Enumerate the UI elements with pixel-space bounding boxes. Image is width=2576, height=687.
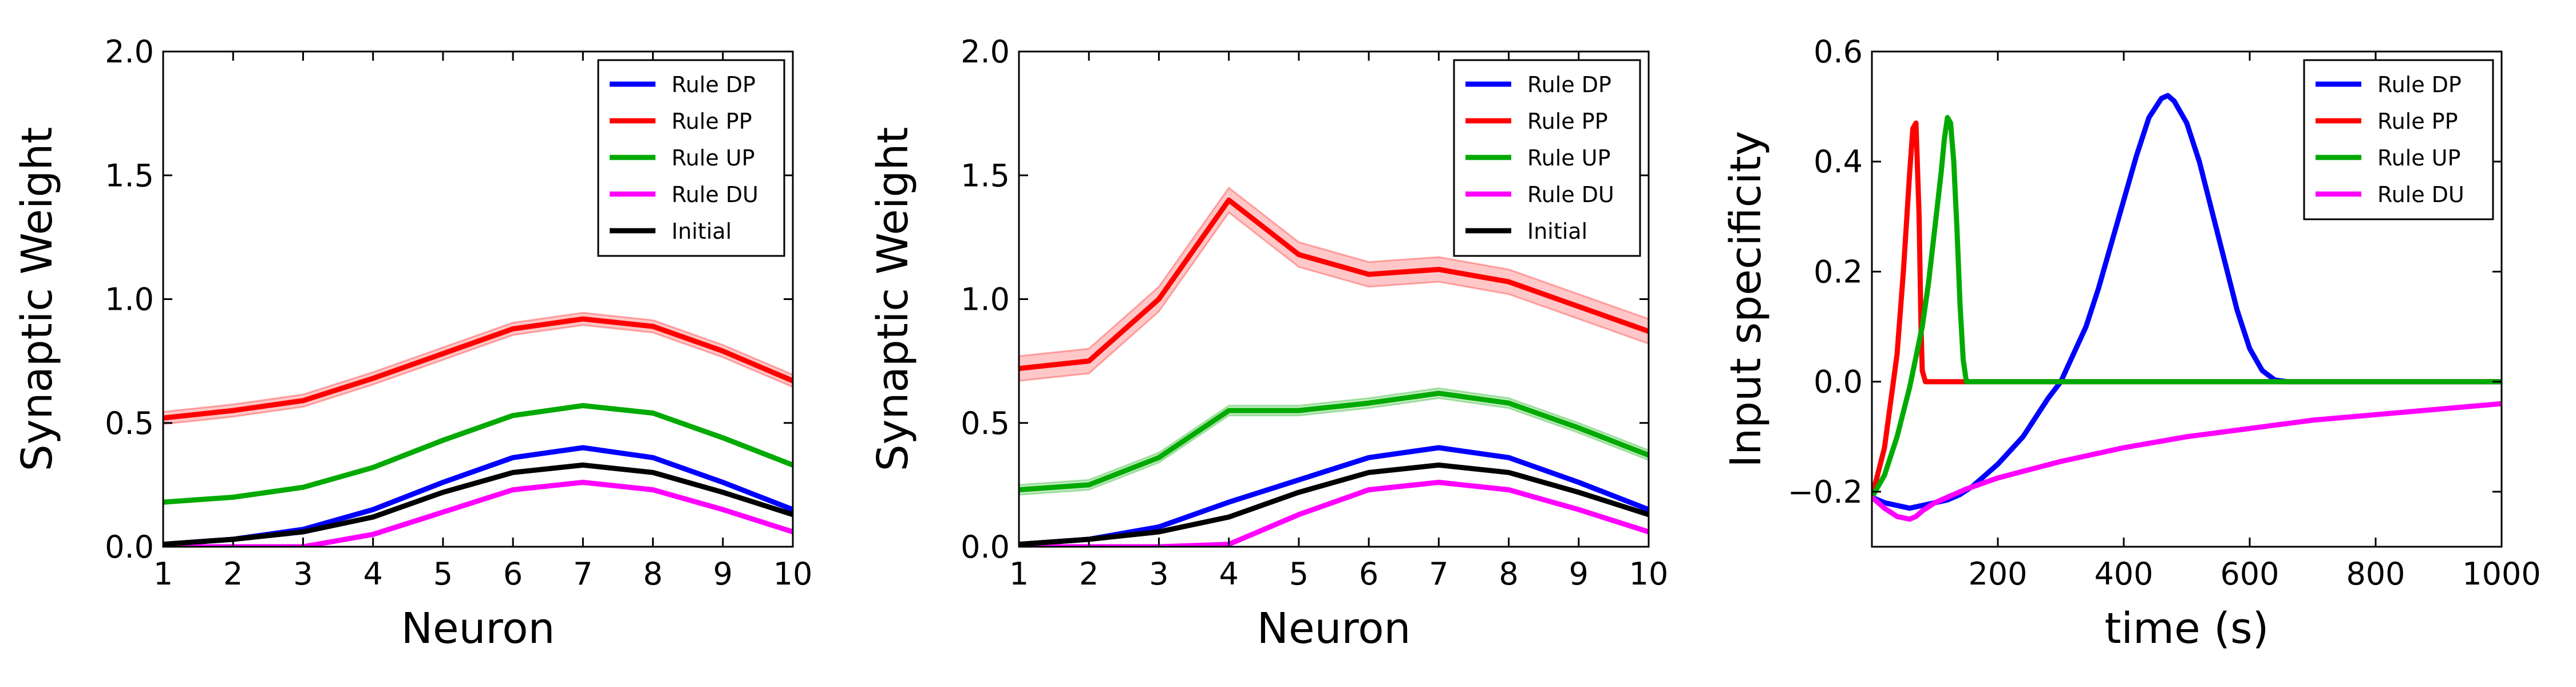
x-tick-label: 2 xyxy=(223,556,243,592)
plot-area xyxy=(1872,93,2502,522)
legend-label: Rule DP xyxy=(1527,72,1611,97)
y-tick-label: −0.2 xyxy=(1788,474,1863,510)
chart-panel-1: 1 2 3 4 5 6 7 8 9 10 0.0 0.5 1.0 1.5 2.0 Neuron Synaptic… xyxy=(13,34,812,653)
x-tick-label: 3 xyxy=(1149,556,1168,592)
series-line-rule-pp xyxy=(1872,120,2502,498)
x-tick-label: 7 xyxy=(1429,556,1448,592)
y-tick-label: 0.2 xyxy=(1814,254,1863,290)
x-tick-label: 8 xyxy=(643,556,662,592)
x-tick-label: 6 xyxy=(1359,556,1378,592)
legend-label: Rule DU xyxy=(1527,182,1614,207)
x-tick-label: 1 xyxy=(1009,556,1029,592)
legend: Rule DP Rule PP Rule UP Rule DU Initial xyxy=(597,59,785,257)
legend-label: Rule PP xyxy=(2377,109,2458,134)
y-tick-label: 1.0 xyxy=(961,282,1010,318)
series-line-rule-up xyxy=(1872,114,2502,499)
legend-label: Rule UP xyxy=(2377,145,2461,171)
y-axis-label: Synaptic Weight xyxy=(868,127,918,472)
series-line-initial xyxy=(1019,462,1649,547)
chart-panel-2: 1 2 3 4 5 6 7 8 9 10 0.0 0.5 1.0 1.5 2.0 Neuron Synaptic… xyxy=(868,34,1668,653)
x-tick-label: 10 xyxy=(773,556,813,592)
y-tick-label: 2.0 xyxy=(105,34,154,70)
x-tick-label: 5 xyxy=(433,556,453,592)
x-tick-label: 6 xyxy=(503,556,523,592)
series-line-rule-du xyxy=(1872,401,2502,522)
x-tick-label: 4 xyxy=(363,556,382,592)
legend-label: Initial xyxy=(1527,219,1587,244)
legend: Rule DP Rule PP Rule UP Rule DU Initial xyxy=(1453,59,1641,257)
x-axis-label: time (s) xyxy=(2104,604,2269,653)
series-line-rule-du xyxy=(163,480,793,547)
y-tick-label: 0.5 xyxy=(105,405,154,441)
y-axis-label: Synaptic Weight xyxy=(13,127,62,472)
y-tick-label: 1.5 xyxy=(961,157,1010,194)
series-line-initial xyxy=(163,462,793,547)
y-tick-label: 0.5 xyxy=(961,405,1010,441)
series-line-rule-pp xyxy=(1019,198,1649,372)
series-line-rule-pp xyxy=(163,316,793,421)
legend: Rule DP Rule PP Rule UP Rule DU xyxy=(2303,59,2494,220)
legend-label: Rule DU xyxy=(2377,182,2464,207)
x-tick-label: 800 xyxy=(2346,556,2405,592)
x-tick-label: 600 xyxy=(2220,556,2279,592)
axes-frame xyxy=(1871,50,2503,548)
x-axis-label: Neuron xyxy=(401,604,555,653)
y-axis-label: Input specificity xyxy=(1721,131,1771,467)
x-tick-label: 4 xyxy=(1219,556,1238,592)
legend-label: Rule DU xyxy=(671,182,758,207)
x-tick-label: 7 xyxy=(573,556,592,592)
legend-label: Rule UP xyxy=(671,145,755,171)
legend-label: Initial xyxy=(671,219,732,244)
x-tick-label: 2 xyxy=(1079,556,1099,592)
x-tick-label: 9 xyxy=(713,556,733,592)
plot-area xyxy=(163,311,793,547)
x-tick-label: 1000 xyxy=(2462,556,2541,592)
y-tick-label: 0.0 xyxy=(961,529,1010,565)
x-tick-label: 3 xyxy=(293,556,313,592)
legend-label: Rule PP xyxy=(1527,109,1608,134)
x-tick-label: 200 xyxy=(1968,556,2027,592)
chart-panel-3: 200 400 600 800 1000 −0.2 0.0 0.2 0.4 0.6 time (s)… xyxy=(1721,34,2541,653)
x-axis-label: Neuron xyxy=(1257,604,1411,653)
legend-label: Rule UP xyxy=(1527,145,1611,171)
x-tick-label: 5 xyxy=(1289,556,1309,592)
x-tick-label: 1 xyxy=(153,556,173,592)
series-line-rule-up xyxy=(163,403,793,505)
y-tick-label: 0.4 xyxy=(1814,144,1863,180)
series-line-rule-up xyxy=(1019,390,1649,492)
y-tick-label: 1.5 xyxy=(105,157,154,194)
x-tick-label: 8 xyxy=(1499,556,1518,592)
plot-area xyxy=(1019,186,1649,547)
series-line-rule-dp xyxy=(1019,445,1649,547)
y-tick-label: 0.0 xyxy=(1814,364,1863,400)
x-tick-label: 9 xyxy=(1569,556,1589,592)
legend-label: Rule DP xyxy=(671,72,756,97)
x-tick-label: 400 xyxy=(2094,556,2153,592)
y-tick-label: 2.0 xyxy=(961,34,1010,70)
y-tick-label: 0.6 xyxy=(1814,34,1863,70)
legend-label: Rule PP xyxy=(671,109,752,134)
y-tick-label: 0.0 xyxy=(105,529,154,565)
series-line-rule-du xyxy=(1019,480,1649,547)
x-tick-label: 10 xyxy=(1629,556,1669,592)
legend-label: Rule DP xyxy=(2377,72,2462,97)
y-tick-label: 1.0 xyxy=(105,282,154,318)
